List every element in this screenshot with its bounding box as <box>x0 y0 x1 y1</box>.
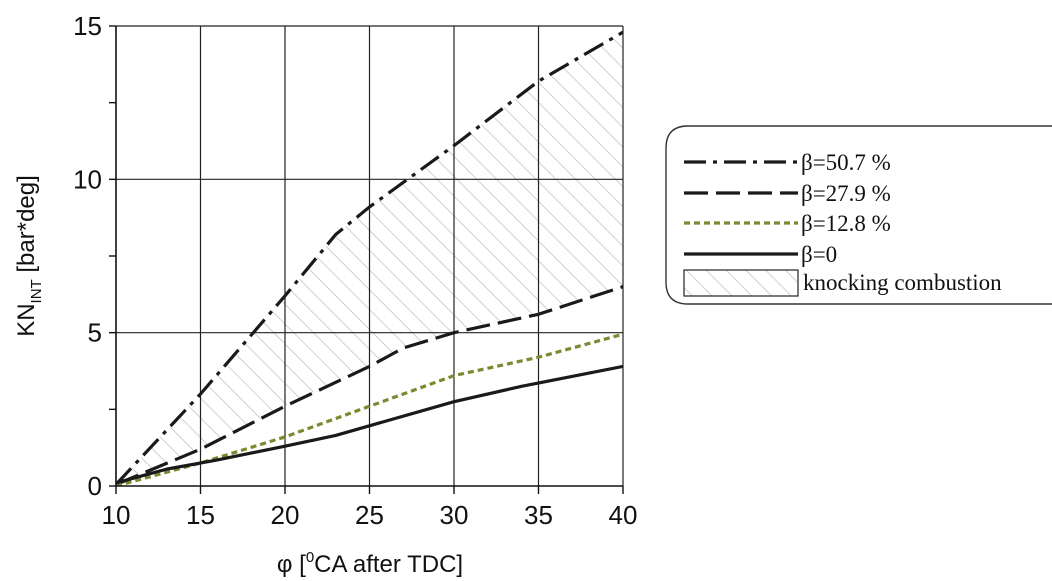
x-tick-label-35: 35 <box>524 500 553 530</box>
y-tick-label-15: 15 <box>73 11 102 41</box>
axis-layer: 10 15 20 25 30 35 40 0 5 10 15 <box>73 11 637 530</box>
y-tick-label-0: 0 <box>88 471 102 501</box>
y-axis-title-sub: INT <box>28 279 45 303</box>
legend-label-2: β=12.8 % <box>801 211 891 236</box>
legend-swatch-hatched <box>683 269 799 297</box>
x-axis-title-main: φ [ <box>277 551 306 578</box>
x-axis-title: φ [0CA after TDC] <box>277 549 463 578</box>
legend: β=50.7 % β=27.9 % β=12.8 % β=0 knocking comb… <box>665 125 1052 305</box>
x-tick-label-10: 10 <box>102 500 131 530</box>
legend-frame <box>665 125 1052 305</box>
series-line-2 <box>116 332 623 486</box>
x-tick-label-20: 20 <box>271 500 300 530</box>
y-axis-title: KNINT [bar*deg] <box>13 175 45 337</box>
x-axis-title-sup: 0 <box>306 549 314 566</box>
x-axis-title-rest: CA after TDC] <box>314 551 463 578</box>
legend-label-0: β=50.7 % <box>801 150 891 175</box>
y-tick-label-5: 5 <box>88 318 102 348</box>
series-line-3 <box>116 364 623 485</box>
x-tick-label-30: 30 <box>440 500 469 530</box>
grid-layer <box>116 25 624 486</box>
y-axis-title-main: KN <box>13 303 40 336</box>
series-layer <box>116 30 623 486</box>
series-line-1 <box>116 285 623 486</box>
y-tick-label-10: 10 <box>73 164 102 194</box>
x-tick-label-40: 40 <box>609 500 638 530</box>
series-line-0 <box>116 30 623 486</box>
x-tick-label-25: 25 <box>355 500 384 530</box>
legend-label-1: β=27.9 % <box>801 181 891 206</box>
legend-label-hatched: knocking combustion <box>803 270 1002 295</box>
x-tick-label-15: 15 <box>186 500 215 530</box>
legend-label-3: β=0 <box>801 242 837 267</box>
y-axis-title-rest: [bar*deg] <box>13 175 40 279</box>
